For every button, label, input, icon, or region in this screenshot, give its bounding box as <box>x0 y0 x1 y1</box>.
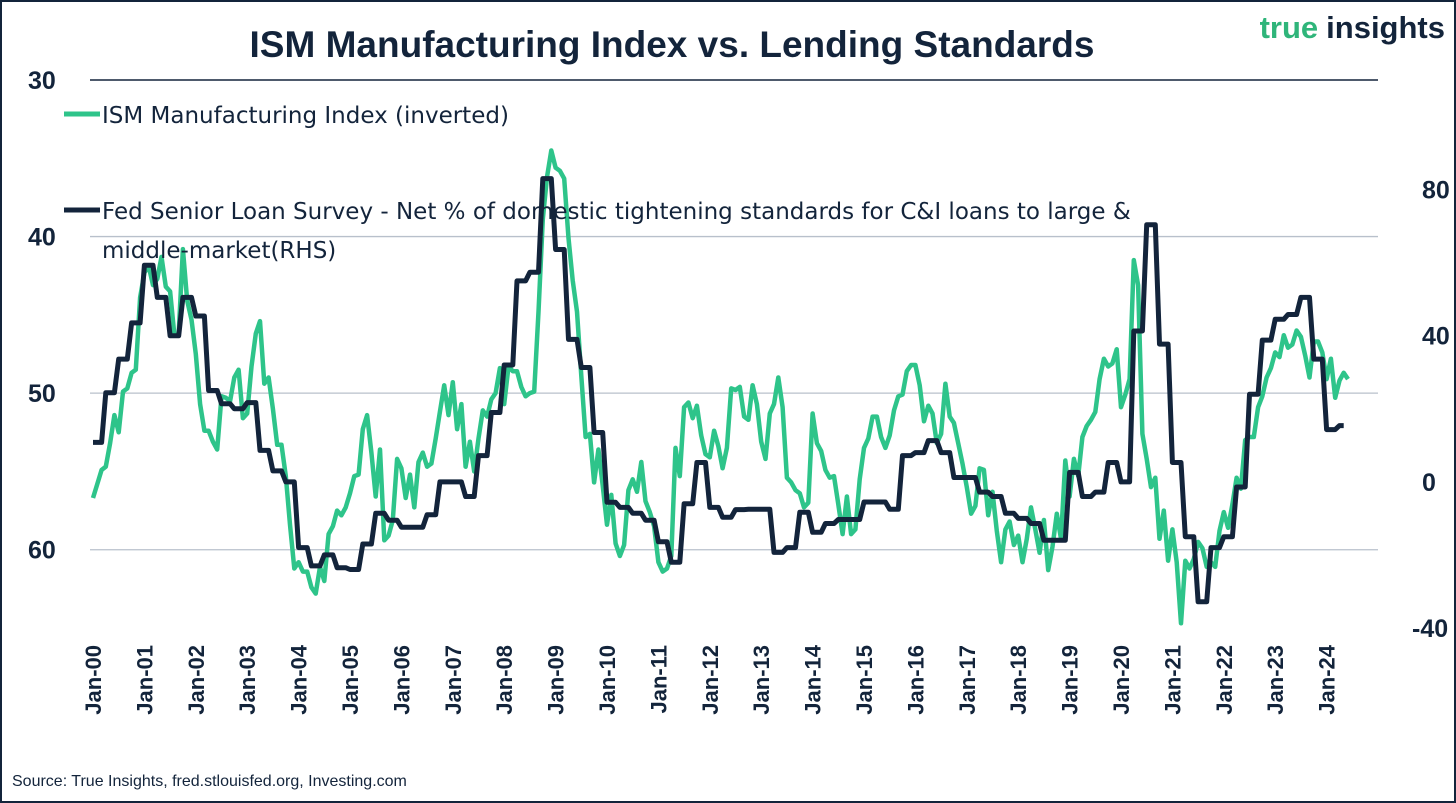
right-tick-label: 80 <box>1422 177 1450 205</box>
ism-series-line <box>90 148 1350 626</box>
x-tick-label: Jan-12 <box>698 645 723 715</box>
x-tick-label: Jan-23 <box>1263 645 1288 715</box>
left-tick-label: 50 <box>28 380 56 408</box>
x-tick-label: Jan-10 <box>595 645 620 715</box>
fed-series-line <box>93 176 1344 605</box>
x-tick-label: Jan-00 <box>81 645 106 715</box>
right-tick-label: -40 <box>1412 615 1448 643</box>
x-tick-label: Jan-19 <box>1058 645 1083 715</box>
legend-label-fed-line1: Fed Senior Loan Survey - Net % of domest… <box>102 199 1131 225</box>
legend-label-fed-line2: middle-market(RHS) <box>102 238 336 264</box>
x-axis: Jan-00 Jan-01 Jan-02 Jan-03 Jan-04 Jan-05 Jan-… <box>81 644 1340 714</box>
right-tick-label: 0 <box>1422 469 1436 497</box>
x-tick-label: Jan-17 <box>955 645 980 715</box>
legend: ISM Manufacturing Index (inverted) Fed S… <box>64 103 1131 264</box>
left-tick-label: 40 <box>28 224 56 252</box>
gridlines <box>90 79 1378 551</box>
x-tick-label: Jan-04 <box>287 644 312 714</box>
right-axis: 80 40 0 -40 <box>1412 177 1450 643</box>
x-tick-label: Jan-02 <box>184 645 209 715</box>
left-axis: 30 40 50 60 <box>28 67 56 565</box>
x-tick-label: Jan-11 <box>646 645 671 714</box>
brand-logo-true: true <box>1260 10 1319 45</box>
chart-title: ISM Manufacturing Index vs. Lending Stan… <box>250 24 1095 65</box>
x-tick-label: Jan-05 <box>338 645 363 715</box>
x-tick-label: Jan-16 <box>903 645 928 715</box>
right-tick-label: 40 <box>1422 323 1450 351</box>
x-tick-label: Jan-21 <box>1160 645 1185 715</box>
x-tick-label: Jan-03 <box>235 645 260 715</box>
x-tick-label: Jan-01 <box>132 645 157 715</box>
brand-logo-insights: insights <box>1326 10 1445 45</box>
x-tick-label: Jan-22 <box>1212 645 1237 715</box>
x-tick-label: Jan-24 <box>1315 644 1340 714</box>
brand-logo: true insights <box>1260 10 1445 45</box>
x-tick-label: Jan-13 <box>749 645 774 715</box>
x-tick-label: Jan-09 <box>544 645 569 715</box>
x-tick-label: Jan-15 <box>852 645 877 715</box>
x-tick-label: Jan-20 <box>1109 645 1134 715</box>
x-tick-label: Jan-14 <box>801 644 826 714</box>
left-tick-label: 30 <box>28 67 56 95</box>
x-tick-label: Jan-06 <box>389 645 414 715</box>
legend-label-ism: ISM Manufacturing Index (inverted) <box>102 103 509 129</box>
x-tick-label: Jan-07 <box>441 645 466 715</box>
left-tick-label: 60 <box>28 537 56 565</box>
x-tick-label: Jan-08 <box>492 645 517 715</box>
x-tick-label: Jan-18 <box>1006 645 1031 715</box>
source-note: Source: True Insights, fred.stlouisfed.o… <box>12 773 407 790</box>
